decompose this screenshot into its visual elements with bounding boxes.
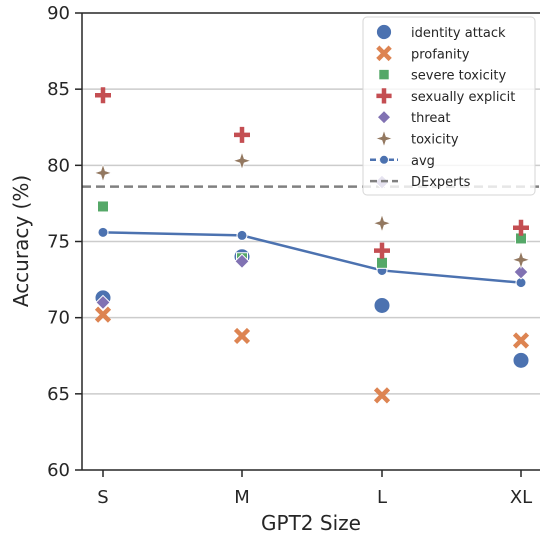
legend-box [362,16,536,196]
x-axis-label: GPT2 Size [261,511,361,535]
legend-marker-identity-attack [375,23,393,41]
point-profanity-XL [512,332,530,349]
y-tick-label: 70 [47,308,70,329]
point-threat-S [95,294,111,311]
tick-labels: 60 65 70 75 80 85 90 S M L XL [47,3,532,508]
point-avg-S [97,226,109,238]
legend-label-identity-attack: identity attack [411,26,506,41]
point-identity-attack-L [373,296,391,314]
point-profanity-M [233,327,251,345]
axes [75,12,540,477]
avg-line-layer [97,226,527,289]
data-points [93,87,531,404]
point-toxicity-M [232,151,252,171]
y-axis-label: Accuracy (%) [9,175,33,307]
point-toxicity-XL [511,250,531,270]
point-severe-toxicity-S [97,200,109,213]
y-tick-label: 65 [47,384,70,405]
series-line-avg [102,231,522,284]
legend-label-avg: avg [411,154,435,169]
point-sexually-explicit-S [95,87,111,104]
point-identity-attack-XL [512,351,530,369]
legend-label-profanity: profanity [411,47,470,62]
point-threat-XL [513,264,529,280]
point-toxicity-L [372,213,392,233]
y-tick-label: 80 [47,155,70,176]
x-tick-label: L [377,487,387,508]
x-tick-label: M [234,487,250,508]
point-threat-M [234,253,250,270]
legend-label-sexually-explicit: sexually explicit [411,90,515,105]
point-avg-M [236,229,248,241]
legend-avg-marker [379,154,389,165]
legend-marker-profanity [376,45,392,62]
point-profanity-S [94,306,112,323]
point-sexually-explicit-M [234,126,250,143]
legend-marker-toxicity [374,129,394,148]
x-tick-label: S [97,487,108,508]
point-sexually-explicit-L [374,242,390,259]
y-tick-label: 60 [47,460,70,481]
point-profanity-L [373,387,391,404]
legend-marker-sexually-explicit [376,88,392,104]
y-tick-label: 85 [47,79,70,100]
legend-label-dexperts: DExperts [411,175,471,190]
legend-label-toxicity: toxicity [411,133,459,148]
point-sexually-explicit-XL [513,219,529,236]
point-severe-toxicity-L [376,256,388,269]
legend-marker-severe-toxicity [378,68,390,81]
legend: identity attack profanity severe toxicity s… [362,16,536,196]
y-tick-label: 75 [47,232,70,253]
legend-label-severe-toxicity: severe toxicity [411,69,506,84]
point-toxicity-S [93,163,113,183]
legend-marker-threat [376,109,392,125]
legend-label-threat: threat [411,111,450,126]
x-tick-label: XL [510,487,532,508]
y-tick-label: 90 [47,3,70,24]
